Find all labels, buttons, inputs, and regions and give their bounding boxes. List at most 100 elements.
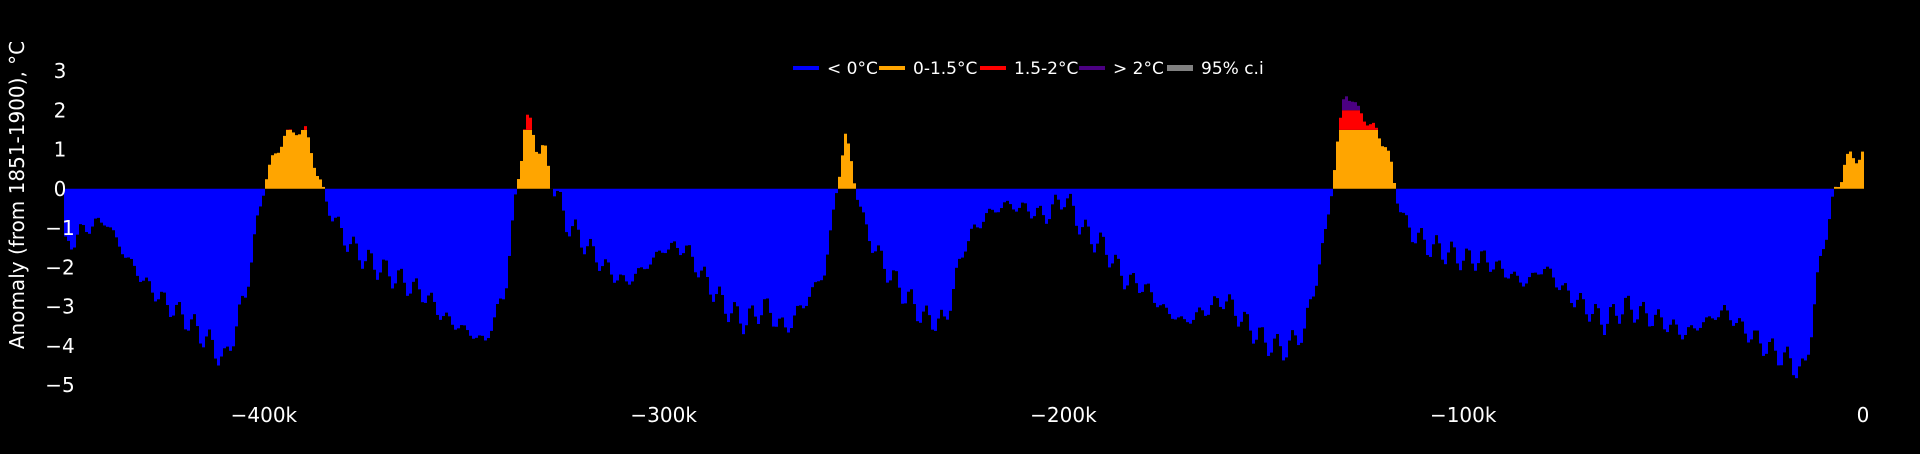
- bar-below-0: [1312, 189, 1315, 297]
- legend-item[interactable]: 0-1.5°C: [879, 59, 977, 79]
- bar-below-0: [412, 189, 415, 282]
- bar-below-0: [100, 189, 103, 223]
- bar-below-0: [1663, 189, 1666, 330]
- bar-below-0: [1831, 189, 1834, 197]
- bar-below-0: [349, 189, 352, 244]
- bar-0-1-5: [289, 130, 292, 189]
- bar-0-1-5: [286, 130, 289, 189]
- bar-below-0: [1096, 189, 1099, 244]
- bar-0-1-5: [301, 130, 304, 189]
- legend-item[interactable]: < 0°C: [793, 59, 878, 79]
- bar-below-0: [1609, 189, 1612, 307]
- y-tick-label: −1: [45, 216, 74, 240]
- bar-below-0: [757, 189, 760, 324]
- bar-below-0: [913, 189, 916, 304]
- bar-below-0: [220, 189, 223, 357]
- bar-below-0: [1309, 189, 1312, 299]
- bar-below-0: [1669, 189, 1672, 325]
- bar-below-0: [1477, 189, 1480, 263]
- bar-below-0: [115, 189, 118, 238]
- bar-below-0: [1129, 189, 1132, 275]
- bar-below-0: [904, 189, 907, 304]
- bar-below-0: [1105, 189, 1108, 255]
- bar-below-0: [433, 189, 436, 302]
- bar-below-0: [652, 189, 655, 258]
- bar-below-0: [1453, 189, 1456, 248]
- bar-0-1-5: [1375, 130, 1378, 189]
- bar-below-0: [1297, 189, 1300, 345]
- bar-below-0: [1801, 189, 1804, 359]
- bar-below-0: [82, 189, 85, 225]
- bar-below-0: [1687, 189, 1690, 327]
- legend-label: 1.5-2°C: [1014, 59, 1078, 79]
- legend-item[interactable]: > 2°C: [1079, 59, 1164, 79]
- bar-below-0: [655, 189, 658, 252]
- bar-below-0: [916, 189, 919, 321]
- bar-below-0: [676, 189, 679, 248]
- bar-below-0: [1717, 189, 1720, 317]
- bar-below-0: [1621, 189, 1624, 315]
- bar-below-0: [388, 189, 391, 277]
- bar-below-0: [1069, 189, 1072, 194]
- bar-below-0: [406, 189, 409, 296]
- bar-below-0: [562, 189, 565, 211]
- bar-below-0: [1462, 189, 1465, 261]
- bar-below-0: [1126, 189, 1129, 286]
- bar-below-0: [1567, 189, 1570, 291]
- legend-item[interactable]: 95% c.i: [1167, 59, 1264, 79]
- bar-below-0: [799, 189, 802, 306]
- bar-below-0: [232, 189, 235, 347]
- bar-below-0: [1648, 189, 1651, 327]
- bar-below-0: [1204, 189, 1207, 316]
- bar-below-0: [787, 189, 790, 333]
- bar-1-5-2: [1351, 110, 1354, 130]
- bar-below-0: [1300, 189, 1303, 343]
- bar-below-0: [1807, 189, 1810, 355]
- bar-0-1-5: [313, 168, 316, 189]
- bar-below-0: [817, 189, 820, 282]
- bar-below-0: [649, 189, 652, 265]
- bar-below-0: [124, 189, 127, 258]
- bar-below-0: [169, 189, 172, 317]
- bar-below-0: [565, 189, 568, 232]
- bar-below-0: [1507, 189, 1510, 279]
- bar-0-1-5: [853, 183, 856, 188]
- bar-below-0: [1018, 189, 1021, 208]
- bar-below-0: [1483, 189, 1486, 251]
- bar-below-0: [1045, 189, 1048, 224]
- bar-below-0: [628, 189, 631, 285]
- bar-0-1-5: [265, 179, 268, 189]
- bar-below-0: [1582, 189, 1585, 299]
- bar-below-0: [637, 189, 640, 268]
- bar-below-0: [448, 189, 451, 317]
- bar-below-0: [337, 189, 340, 217]
- bar-below-0: [883, 189, 886, 269]
- bar-below-0: [130, 189, 133, 259]
- bar-below-0: [1456, 189, 1459, 264]
- bar-below-0: [1441, 189, 1444, 260]
- bar-below-0: [1591, 189, 1594, 314]
- bar-below-0: [1639, 189, 1642, 306]
- bar-below-0: [418, 189, 421, 290]
- bar-below-0: [868, 189, 871, 241]
- bar-below-0: [376, 189, 379, 280]
- bar-below-0: [1228, 189, 1231, 295]
- bar-below-0: [1267, 189, 1270, 356]
- bar-0-1-5: [850, 161, 853, 189]
- bar-below-0: [478, 189, 481, 336]
- bar-below-0: [1537, 189, 1540, 275]
- legend-item[interactable]: 1.5-2°C: [980, 59, 1078, 79]
- bar-1-5-2: [304, 126, 307, 130]
- bar-below-0: [214, 189, 217, 359]
- bar-below-0: [1561, 189, 1564, 286]
- bar-below-0: [1015, 189, 1018, 212]
- bar-below-0: [802, 189, 805, 309]
- bar-0-1-5: [1837, 187, 1840, 189]
- bar-below-0: [943, 189, 946, 317]
- bar-below-0: [493, 189, 496, 318]
- bar-below-0: [1570, 189, 1573, 303]
- bar-below-0: [94, 189, 97, 219]
- legend-label: < 0°C: [827, 59, 878, 79]
- bar-below-0: [1720, 189, 1723, 311]
